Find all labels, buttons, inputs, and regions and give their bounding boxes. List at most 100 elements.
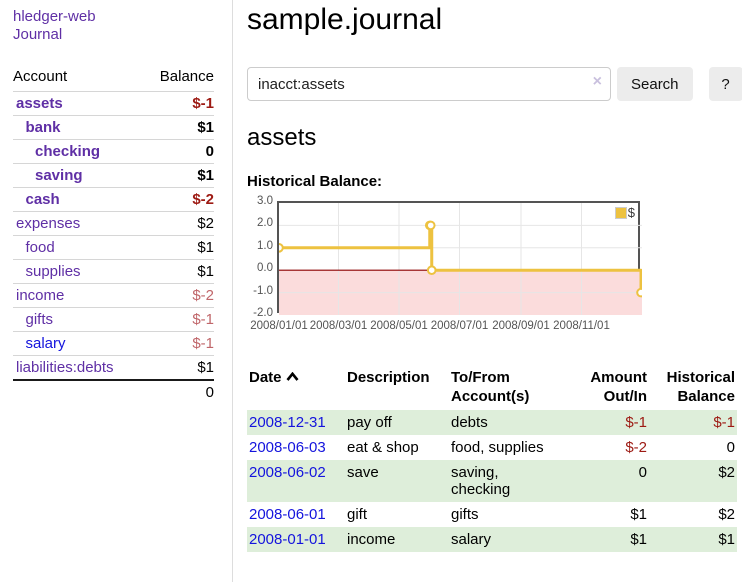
- account-title: assets: [247, 124, 317, 151]
- accounts-header-account: Account: [13, 68, 68, 85]
- register-cell-amount: $1: [630, 506, 647, 523]
- y-tick-label: 1.0: [257, 239, 273, 252]
- register-date-link[interactable]: 2008-06-02: [249, 464, 326, 481]
- column-header-date[interactable]: Date: [247, 366, 345, 410]
- accounts-table: Account Balance assets $-1 bank $1 checking 0…: [13, 64, 214, 404]
- register-cell-date: 2008-12-31: [247, 410, 345, 435]
- account-balance: $1: [143, 115, 214, 140]
- register-cell-description: gift: [347, 506, 368, 523]
- register-cell-description: pay off: [347, 414, 392, 431]
- y-tick-label: -2.0: [253, 307, 273, 319]
- sidebar-account-link[interactable]: gifts: [25, 311, 54, 328]
- register-cell-accounts: salary: [451, 531, 492, 548]
- y-tick-label: 0.0: [257, 262, 273, 275]
- account-balance: $2: [143, 211, 214, 236]
- register-row[interactable]: 2008-06-02 save saving, checking 0 $2: [247, 460, 737, 502]
- account-balance: $-2: [143, 187, 214, 212]
- register-row[interactable]: 2008-06-03 eat & shop food, supplies $-2 0: [247, 435, 737, 460]
- sidebar-item-journal[interactable]: Journal: [13, 26, 63, 43]
- register-cell-accounts: debts: [451, 414, 488, 431]
- account-row: bank $1: [13, 115, 214, 140]
- account-balance: $-1: [143, 91, 214, 116]
- account-row: saving $1: [13, 163, 214, 188]
- chart-legend: $: [614, 205, 635, 220]
- sidebar-account-link[interactable]: saving: [35, 167, 83, 184]
- sidebar: hledger-web Journal Account Balance asse…: [0, 0, 233, 582]
- account-balance: $1: [143, 259, 214, 284]
- sidebar-account-link[interactable]: supplies: [25, 263, 81, 280]
- page-title: sample.journal: [247, 3, 443, 36]
- y-tick-label: -1.0: [253, 284, 273, 297]
- column-header-amount[interactable]: Amount Out/In: [590, 369, 647, 405]
- register-cell-balance: $1: [718, 531, 735, 548]
- account-balance: $-1: [143, 307, 214, 332]
- account-row: salary $-1: [13, 331, 214, 356]
- x-tick-label: 2008/11/01: [553, 320, 610, 332]
- historical-balance-chart: 3.0 2.0 1.0 0.0 -1.0 -2.0 $ 2008/01/01 2008/03…: [247, 195, 742, 341]
- search-input[interactable]: [247, 67, 611, 101]
- sidebar-account-link[interactable]: assets: [16, 95, 63, 112]
- x-tick-label: 2008/03/01: [309, 320, 368, 332]
- chart-title: Historical Balance:: [247, 173, 383, 190]
- main-content: sample.journal × Search ? assets Histori…: [233, 0, 742, 582]
- search-button[interactable]: Search: [617, 67, 693, 101]
- register-date-link[interactable]: 2008-01-01: [249, 531, 326, 548]
- register-cell-description: save: [347, 464, 379, 481]
- account-balance: $1: [143, 235, 214, 260]
- account-row: food $1: [13, 235, 214, 260]
- sidebar-account-link[interactable]: bank: [25, 119, 61, 136]
- account-row: expenses $2: [13, 211, 214, 236]
- register-date-link[interactable]: 2008-12-31: [249, 414, 326, 431]
- account-balance: $-1: [143, 331, 214, 356]
- sidebar-account-link[interactable]: cash: [25, 191, 60, 208]
- register-cell-balance: $2: [718, 506, 735, 523]
- column-header-description[interactable]: Description: [347, 369, 430, 386]
- register-cell-accounts: gifts: [451, 506, 479, 523]
- account-row: gifts $-1: [13, 307, 214, 332]
- legend-swatch-icon: [614, 206, 627, 219]
- clear-search-icon[interactable]: ×: [592, 73, 602, 90]
- sidebar-account-link[interactable]: checking: [35, 143, 101, 160]
- account-row: assets $-1: [13, 91, 214, 116]
- column-header-accounts[interactable]: To/From Account(s): [451, 369, 530, 405]
- register-date-link[interactable]: 2008-06-01: [249, 506, 326, 523]
- account-row: income $-2: [13, 283, 214, 308]
- register-date-link[interactable]: 2008-06-03: [249, 439, 326, 456]
- x-tick-label: 2008/05/01: [370, 320, 428, 332]
- register-table: Date Description To/From Account(s) Amou…: [247, 366, 737, 552]
- column-header-balance[interactable]: Historical Balance: [666, 369, 735, 405]
- x-tick-label: 2008/01/01: [250, 320, 308, 332]
- register-cell-date: 2008-01-01: [247, 527, 345, 552]
- sidebar-account-link[interactable]: income: [16, 287, 65, 304]
- brand-link[interactable]: hledger-web: [13, 8, 96, 25]
- accounts-total-row: 0: [13, 379, 214, 404]
- y-tick-label: 3.0: [257, 195, 273, 207]
- help-button[interactable]: ?: [708, 67, 742, 101]
- sort-ascending-icon: [286, 371, 299, 381]
- account-balance: 0: [143, 139, 214, 164]
- register-row[interactable]: 2008-12-31 pay off debts $-1 $-1: [247, 410, 737, 435]
- register-cell-balance: $-1: [713, 414, 735, 431]
- register-cell-balance: 0: [726, 439, 735, 456]
- account-row: supplies $1: [13, 259, 214, 284]
- accounts-header-balance: Balance: [159, 68, 214, 85]
- search-bar: × Search ?: [247, 67, 742, 101]
- chart-canvas: [279, 203, 642, 315]
- account-row: cash $-2: [13, 187, 214, 212]
- chart-plot-area[interactable]: $: [277, 201, 642, 315]
- register-cell-amount: 0: [638, 464, 647, 481]
- register-cell-accounts: saving, checking: [451, 464, 511, 498]
- sidebar-account-link[interactable]: salary: [25, 335, 66, 352]
- sidebar-account-link[interactable]: food: [25, 239, 55, 256]
- sidebar-account-link[interactable]: liabilities:debts: [16, 359, 114, 376]
- register-cell-amount: $-2: [625, 439, 647, 456]
- register-cell-description: income: [347, 531, 396, 548]
- register-row[interactable]: 2008-06-01 gift gifts $1 $2: [247, 502, 737, 527]
- account-row: checking 0: [13, 139, 214, 164]
- register-cell-date: 2008-06-02: [247, 460, 345, 502]
- register-cell-amount: $1: [630, 531, 647, 548]
- sidebar-account-link[interactable]: expenses: [16, 215, 81, 232]
- x-tick-label: 2008/09/01: [492, 320, 550, 332]
- register-row[interactable]: 2008-01-01 income salary $1 $1: [247, 527, 737, 552]
